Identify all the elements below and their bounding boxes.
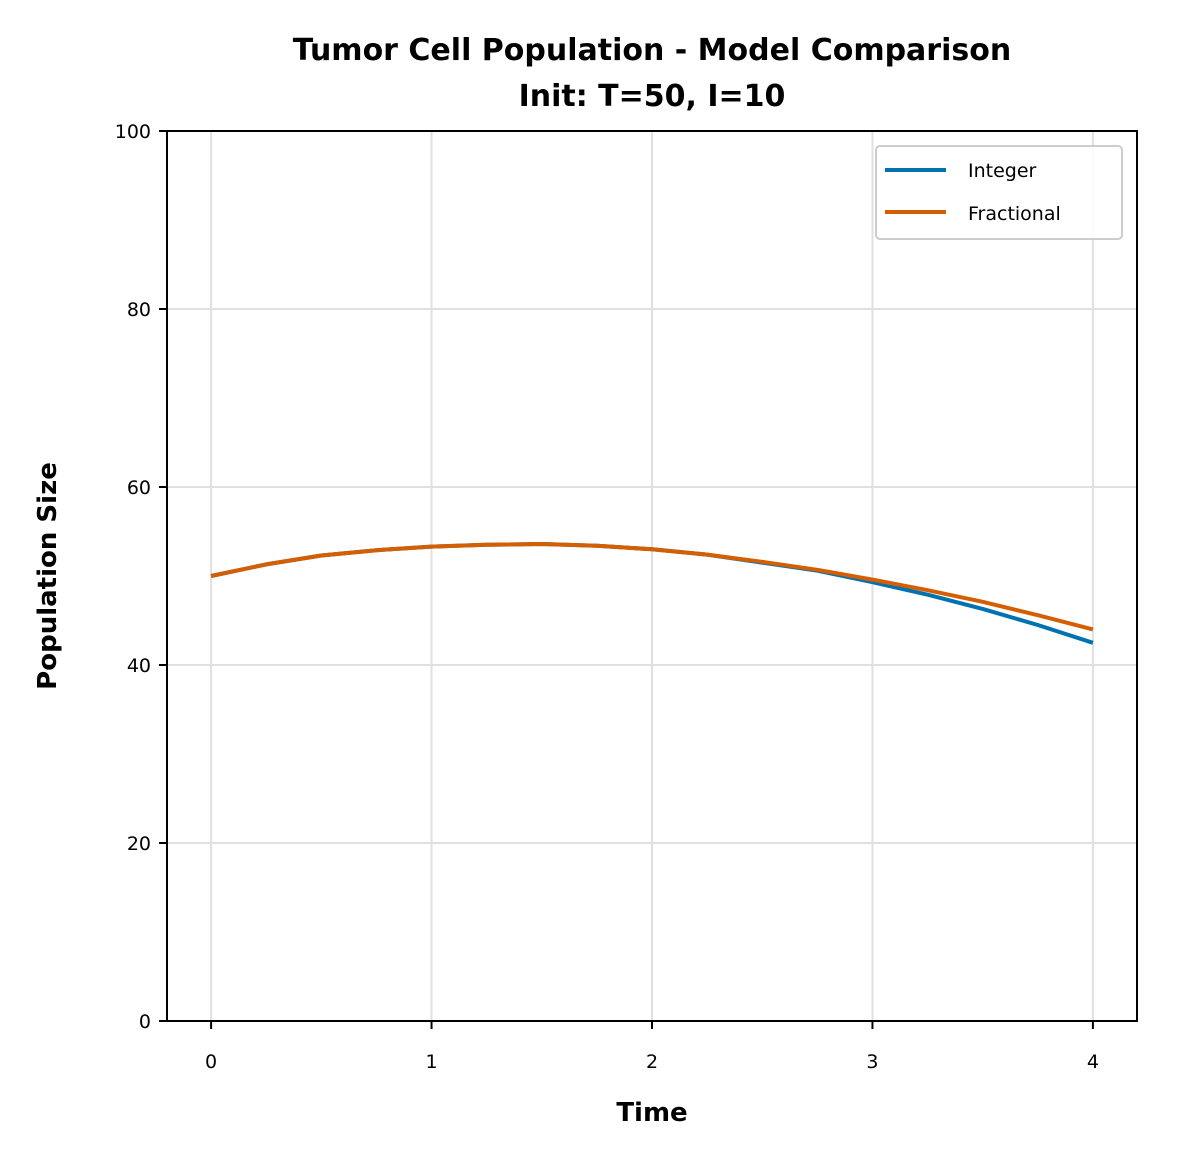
y-tick-label: 0 — [139, 1011, 151, 1033]
y-tick-label: 40 — [127, 655, 151, 677]
x-tick-label: 2 — [646, 1051, 658, 1073]
x-tick-label: 3 — [866, 1051, 878, 1073]
y-axis-label: Population Size — [33, 462, 63, 690]
y-tick-label: 60 — [127, 477, 151, 499]
y-tick-label: 100 — [115, 121, 151, 143]
x-tick-label: 0 — [205, 1051, 217, 1073]
legend-label-fractional: Fractional — [968, 203, 1061, 225]
legend: Integer Fractional — [875, 145, 1123, 240]
legend-label-integer: Integer — [968, 160, 1037, 182]
y-tick-label: 20 — [127, 833, 151, 855]
x-tick-label: 4 — [1087, 1051, 1099, 1073]
x-axis-label: Time — [616, 1098, 687, 1128]
chart-title: Tumor Cell Population - Model Comparison — [293, 33, 1011, 68]
chart-subtitle: Init: T=50, I=10 — [519, 79, 786, 114]
x-tick-label: 1 — [425, 1051, 437, 1073]
series-line-fractional — [210, 542, 1094, 632]
y-tick-label: 80 — [127, 299, 151, 321]
plot-area — [210, 542, 1094, 645]
